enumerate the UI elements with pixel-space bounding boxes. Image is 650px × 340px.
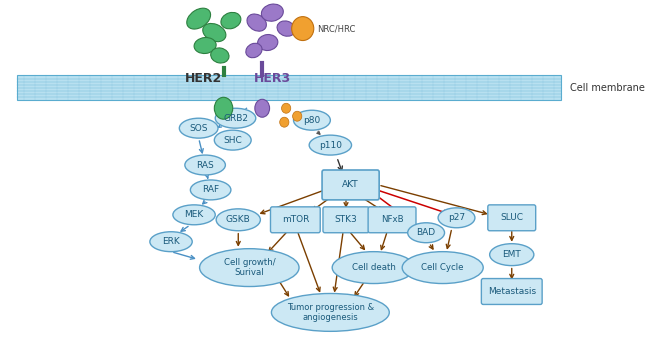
Ellipse shape — [203, 23, 226, 42]
Ellipse shape — [280, 117, 289, 127]
Ellipse shape — [489, 244, 534, 266]
Text: ERK: ERK — [162, 237, 180, 246]
Ellipse shape — [408, 223, 445, 243]
Ellipse shape — [246, 43, 262, 58]
FancyBboxPatch shape — [270, 207, 320, 233]
FancyBboxPatch shape — [322, 170, 379, 200]
FancyBboxPatch shape — [482, 278, 542, 304]
Ellipse shape — [221, 13, 241, 29]
Ellipse shape — [402, 252, 483, 284]
Text: RAS: RAS — [196, 160, 214, 170]
Ellipse shape — [150, 232, 192, 252]
Ellipse shape — [185, 155, 226, 175]
Text: SHC: SHC — [224, 136, 242, 144]
Text: p80: p80 — [304, 116, 320, 125]
Text: GRB2: GRB2 — [223, 114, 248, 123]
Text: SOS: SOS — [189, 124, 208, 133]
Ellipse shape — [277, 21, 295, 36]
Ellipse shape — [438, 208, 475, 228]
FancyBboxPatch shape — [488, 205, 536, 231]
Ellipse shape — [200, 249, 299, 287]
Ellipse shape — [294, 110, 330, 130]
Text: STK3: STK3 — [335, 215, 358, 224]
Ellipse shape — [187, 8, 211, 29]
Ellipse shape — [309, 135, 352, 155]
Ellipse shape — [194, 37, 216, 53]
Text: MEK: MEK — [185, 210, 203, 219]
Ellipse shape — [190, 180, 231, 200]
Text: NRC/HRC: NRC/HRC — [317, 24, 356, 33]
Text: SLUC: SLUC — [500, 213, 523, 222]
Text: p110: p110 — [319, 141, 342, 150]
Text: Cell membrane: Cell membrane — [570, 83, 645, 93]
FancyBboxPatch shape — [18, 75, 560, 100]
Text: mTOR: mTOR — [281, 215, 309, 224]
Ellipse shape — [332, 252, 415, 284]
Ellipse shape — [247, 14, 266, 31]
FancyBboxPatch shape — [368, 207, 416, 233]
Text: HER2: HER2 — [185, 72, 222, 85]
Ellipse shape — [173, 205, 215, 225]
Ellipse shape — [214, 97, 233, 119]
Ellipse shape — [215, 108, 255, 128]
Text: RAF: RAF — [202, 185, 219, 194]
Ellipse shape — [261, 4, 283, 21]
Ellipse shape — [179, 118, 218, 138]
Text: Tumor progression &
angiogenesis: Tumor progression & angiogenesis — [287, 303, 374, 322]
Text: NFxB: NFxB — [381, 215, 404, 224]
Ellipse shape — [292, 17, 314, 40]
Text: p27: p27 — [448, 213, 465, 222]
Text: Cell death: Cell death — [352, 263, 396, 272]
Text: EMT: EMT — [502, 250, 521, 259]
Ellipse shape — [211, 48, 229, 63]
Ellipse shape — [281, 103, 291, 113]
Text: GSKB: GSKB — [226, 215, 251, 224]
Text: Metastasis: Metastasis — [488, 287, 536, 296]
Text: AKT: AKT — [343, 181, 359, 189]
Text: Cell growth/
Surival: Cell growth/ Surival — [224, 258, 275, 277]
Ellipse shape — [292, 111, 302, 121]
Text: BAD: BAD — [417, 228, 436, 237]
Ellipse shape — [255, 99, 270, 117]
Ellipse shape — [216, 209, 261, 231]
Ellipse shape — [257, 35, 278, 51]
Text: Cell Cycle: Cell Cycle — [421, 263, 464, 272]
Ellipse shape — [214, 130, 251, 150]
Text: HER3: HER3 — [254, 72, 291, 85]
FancyBboxPatch shape — [323, 207, 369, 233]
Ellipse shape — [272, 293, 389, 332]
